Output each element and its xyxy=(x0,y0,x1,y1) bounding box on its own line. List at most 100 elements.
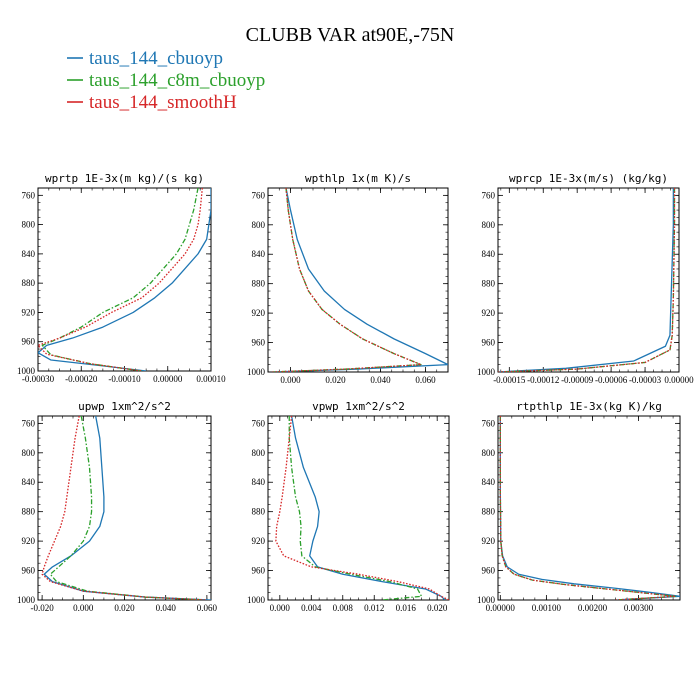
x-tick-label-upwp-3: 0.040 xyxy=(156,603,177,613)
panel-rtpthlp: rtpthlp 1E-3x(kg K)/kg 760 800 840 880 920 960… xyxy=(477,400,681,613)
x-tick-label-vpwp-0: 0.000 xyxy=(270,603,291,613)
y-tick-label-vpwp-920: 920 xyxy=(252,536,266,546)
legend-label-3: taus_144_smoothH xyxy=(89,92,237,113)
y-tick-label-wpthlp-920: 920 xyxy=(252,308,266,318)
x-tick-label-wprtp-2: -0.00010 xyxy=(108,374,141,384)
y-tick-label-rtpthlp-760: 760 xyxy=(482,418,496,428)
panel-frame-wprcp xyxy=(497,187,680,373)
y-tick-label-rtpthlp-800: 800 xyxy=(482,448,496,458)
y-tick-label-vpwp-840: 840 xyxy=(252,477,266,487)
x-tick-label-wpthlp-3: 0.060 xyxy=(415,375,436,385)
panel-wprcp: wprcp 1E-3x(m/s) (kg/kg) 760 800 840 880 920 9… xyxy=(477,172,694,385)
y-tick-label-wprcp-880: 880 xyxy=(482,279,496,289)
x-tick-label-vpwp-3: 0.012 xyxy=(364,603,384,613)
x-tick-label-rtpthlp-2: 0.00200 xyxy=(578,603,608,613)
series-group-vpwp xyxy=(275,416,449,600)
series-line-upwp-1 xyxy=(43,416,211,600)
panel-title-rtpthlp: rtpthlp 1E-3x(kg K)/kg xyxy=(516,400,662,413)
panel-title-wpthlp: wpthlp 1x(m K)/s xyxy=(305,172,411,185)
y-tick-label-upwp-880: 880 xyxy=(22,507,36,517)
y-tick-label-wprcp-920: 920 xyxy=(482,308,496,318)
series-line-vpwp-3 xyxy=(275,416,449,600)
x-tick-label-wprcp-4: -0.00003 xyxy=(629,375,662,385)
series-group-wpthlp xyxy=(272,188,448,372)
x-tick-label-rtpthlp-3: 0.00300 xyxy=(624,603,654,613)
y-tick-label-wprtp-840: 840 xyxy=(22,249,36,259)
legend-label-1: taus_144_cbuoyp xyxy=(89,48,223,69)
y-tick-label-upwp-760: 760 xyxy=(22,418,36,428)
series-line-wpthlp-3 xyxy=(272,188,422,372)
x-tick-label-upwp-2: 0.020 xyxy=(114,603,135,613)
y-tick-label-wpthlp-760: 760 xyxy=(252,190,266,200)
series-group-rtpthlp xyxy=(499,416,680,600)
x-tick-label-wpthlp-1: 0.020 xyxy=(325,375,346,385)
legend-label-2: taus_144_c8m_cbuoyp xyxy=(89,70,265,91)
y-tick-label-upwp-800: 800 xyxy=(22,448,36,458)
x-tick-label-vpwp-2: 0.008 xyxy=(333,603,354,613)
series-line-wpthlp-2 xyxy=(272,188,422,372)
y-tick-label-rtpthlp-920: 920 xyxy=(482,536,496,546)
panel-title-vpwp: vpwp 1xm^2/s^2 xyxy=(312,400,405,413)
x-tick-label-wprcp-1: -0.00012 xyxy=(527,375,559,385)
y-tick-label-wprtp-1000: 1000 xyxy=(17,366,36,376)
series-line-wprtp-3 xyxy=(38,188,203,371)
y-tick-label-upwp-840: 840 xyxy=(22,477,36,487)
x-tick-label-vpwp-4: 0.016 xyxy=(396,603,417,613)
y-tick-label-rtpthlp-880: 880 xyxy=(482,507,496,517)
y-tick-label-vpwp-960: 960 xyxy=(252,566,266,576)
x-tick-label-upwp-4: 0.060 xyxy=(197,603,218,613)
y-tick-label-wpthlp-800: 800 xyxy=(252,220,266,230)
panel-title-wprtp: wprtp 1E-3x(m kg)/(s kg) xyxy=(45,172,204,185)
series-line-wprcp-1 xyxy=(498,188,674,372)
legend-entry-1: taus_144_cbuoyp xyxy=(67,48,223,69)
panel-title-wprcp: wprcp 1E-3x(m/s) (kg/kg) xyxy=(509,172,668,185)
y-tick-label-vpwp-880: 880 xyxy=(252,507,266,517)
series-group-upwp xyxy=(41,416,211,600)
legend: taus_144_cbuoyp taus_144_c8m_cbuoyp taus… xyxy=(67,48,265,113)
panels: wprtp 1E-3x(m kg)/(s kg) 760 800 840 880 920 9… xyxy=(17,172,694,613)
x-tick-label-rtpthlp-1: 0.00100 xyxy=(532,603,562,613)
panel-upwp: upwp 1xm^2/s^2 760 800 840 880 920 960 1000-0.0… xyxy=(17,400,218,613)
series-line-rtpthlp-2 xyxy=(499,416,677,600)
series-line-wprtp-2 xyxy=(41,188,199,371)
y-tick-label-wprtp-920: 920 xyxy=(22,307,36,317)
panel-wprtp: wprtp 1E-3x(m kg)/(s kg) 760 800 840 880 920 9… xyxy=(17,172,226,384)
x-tick-label-wpthlp-0: 0.000 xyxy=(280,375,301,385)
y-tick-label-rtpthlp-840: 840 xyxy=(482,477,496,487)
series-group-wprtp xyxy=(38,188,211,371)
y-tick-label-upwp-1000: 1000 xyxy=(17,595,36,605)
panel-frame-upwp xyxy=(37,415,212,601)
y-tick-label-wpthlp-840: 840 xyxy=(252,249,266,259)
y-tick-label-wprtp-880: 880 xyxy=(22,278,36,288)
y-tick-label-wprtp-960: 960 xyxy=(22,337,36,347)
panel-frame-rtpthlp xyxy=(497,415,681,601)
panel-title-upwp: upwp 1xm^2/s^2 xyxy=(78,400,171,413)
x-tick-label-wprtp-4: 0.00010 xyxy=(196,374,226,384)
series-group-wprcp xyxy=(498,188,676,372)
x-tick-label-wprtp-3: 0.00000 xyxy=(153,374,183,384)
series-line-wprcp-2 xyxy=(498,188,676,372)
series-line-rtpthlp-1 xyxy=(499,416,680,600)
x-tick-label-rtpthlp-0: 0.00000 xyxy=(486,603,516,613)
series-line-wprcp-3 xyxy=(498,188,676,372)
panel-frame-vpwp xyxy=(267,415,450,601)
x-tick-label-wprcp-0: -0.00015 xyxy=(493,375,526,385)
y-tick-label-rtpthlp-1000: 1000 xyxy=(477,595,496,605)
y-tick-label-wprcp-960: 960 xyxy=(482,338,496,348)
x-tick-label-wpthlp-2: 0.040 xyxy=(370,375,391,385)
x-tick-label-upwp-0: -0.020 xyxy=(30,603,54,613)
y-tick-label-vpwp-1000: 1000 xyxy=(247,595,266,605)
y-tick-label-upwp-960: 960 xyxy=(22,566,36,576)
y-tick-label-rtpthlp-960: 960 xyxy=(482,566,496,576)
panel-vpwp: vpwp 1xm^2/s^2 760 800 840 880 920 960 1000 0.00… xyxy=(247,400,450,613)
y-tick-label-upwp-920: 920 xyxy=(22,536,36,546)
y-tick-label-wpthlp-960: 960 xyxy=(252,338,266,348)
series-line-wprtp-1 xyxy=(38,188,211,371)
series-line-vpwp-1 xyxy=(290,416,446,600)
x-tick-label-upwp-1: 0.000 xyxy=(73,603,94,613)
y-tick-label-wprcp-800: 800 xyxy=(482,220,496,230)
x-tick-label-wprcp-5: 0.00000 xyxy=(664,375,694,385)
y-tick-label-wprcp-760: 760 xyxy=(482,190,496,200)
x-tick-label-vpwp-1: 0.004 xyxy=(301,603,322,613)
x-tick-label-wprtp-1: -0.00020 xyxy=(65,374,98,384)
